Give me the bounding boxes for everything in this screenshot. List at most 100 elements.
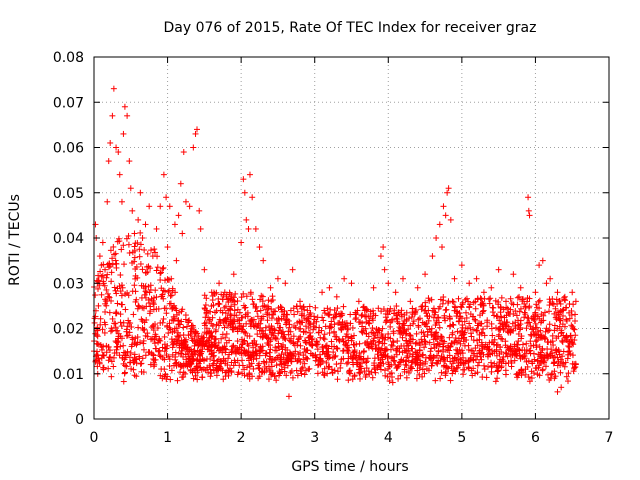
data-point [150,299,157,306]
data-point [257,324,264,331]
data-point [319,358,326,365]
data-point [292,324,299,331]
data-point [220,376,227,383]
data-point [401,327,408,334]
data-point [561,363,568,370]
data-point [100,364,107,371]
y-tick-label: 0.02 [53,322,84,338]
data-point [219,309,226,316]
x-tick-label: 0 [90,430,99,446]
data-point [113,260,120,267]
data-point [301,337,308,344]
data-point [207,366,214,373]
data-point [422,271,429,278]
x-tick-label: 7 [605,430,614,446]
data-point [551,375,558,382]
data-point [249,194,256,201]
data-point [384,307,391,314]
data-point [161,366,168,373]
data-point [360,304,367,311]
data-point [113,290,120,297]
data-point [531,356,538,363]
data-point [130,359,137,366]
data-point [201,305,208,312]
data-point [206,328,213,335]
axis-ticks: 0 1 2 3 4 5 6 7 0 0.01 0.02 0.03 0.04 0.05 0.06 0.07 0.0… [53,50,614,446]
data-point [535,298,542,305]
data-point [312,357,319,364]
data-point [456,315,463,322]
data-point [273,347,280,354]
data-point [451,275,458,282]
data-point [257,296,264,303]
data-point [449,370,456,377]
data-point [480,289,487,296]
data-point [450,322,457,329]
data-point [141,246,148,253]
data-point [345,344,352,351]
data-point [382,372,389,379]
data-point [444,189,451,196]
data-point [113,144,120,151]
data-point [134,274,141,281]
data-point [329,355,336,362]
data-point [271,373,278,380]
data-point [421,360,428,367]
data-point [547,352,554,359]
data-point [444,354,451,361]
data-point [231,301,238,308]
data-point [347,311,354,318]
data-point [180,345,187,352]
data-point [414,356,421,363]
data-point [306,320,313,327]
data-point [522,350,529,357]
data-point [459,350,466,357]
data-point [222,303,229,310]
data-point [530,342,537,349]
data-point [191,342,198,349]
data-point [177,180,184,187]
data-point [121,261,128,268]
data-point [339,310,346,317]
y-tick-label: 0.06 [53,141,84,157]
data-point [103,349,110,356]
data-point [282,280,289,287]
data-point [362,359,369,366]
data-point [427,348,434,355]
data-point [394,345,401,352]
data-point [245,348,252,355]
data-point [321,365,328,372]
data-point [262,324,269,331]
data-point [418,336,425,343]
data-point [253,355,260,362]
data-point [337,324,344,331]
data-point [449,329,456,336]
data-point [255,364,262,371]
data-point [246,363,253,370]
data-point [343,331,350,338]
data-point [364,306,371,313]
data-point [440,340,447,347]
data-point [553,296,560,303]
data-point [315,329,322,336]
data-point [478,320,485,327]
data-point [572,361,579,368]
data-point [526,303,533,310]
data-point [278,351,285,358]
data-point [110,363,117,370]
data-point [498,363,505,370]
data-point [139,235,146,241]
data-point [417,359,424,366]
data-point [242,350,249,357]
data-point [421,333,428,340]
data-point [467,301,474,308]
data-point [124,112,131,119]
data-point [124,323,131,330]
data-point [209,314,216,321]
data-point [369,374,376,381]
data-point [545,308,552,315]
data-point [98,346,105,353]
data-point [223,291,230,298]
data-point [401,368,408,375]
data-point [300,329,307,336]
